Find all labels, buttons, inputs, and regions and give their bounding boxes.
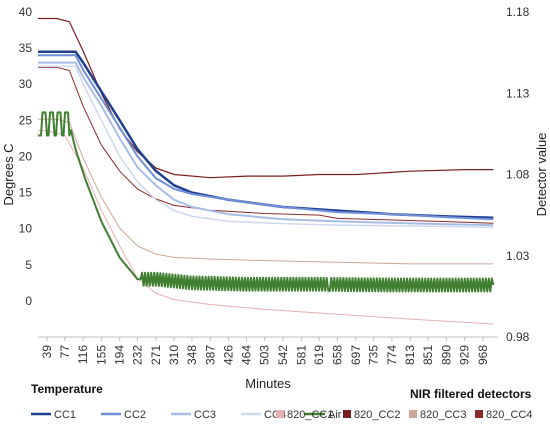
x-tick-label: 39: [40, 345, 54, 359]
x-tick-label: 464: [239, 345, 253, 365]
y-axis-left-title: Degrees C: [1, 143, 16, 205]
x-tick-label: 503: [258, 345, 272, 365]
legend-swatch: [276, 410, 284, 418]
y-right-tick-label: 1.18: [506, 5, 530, 19]
x-tick-label: 155: [94, 345, 108, 365]
y-left-tick-label: 5: [25, 258, 32, 272]
legend-label: Air: [328, 409, 342, 421]
series-layer: [38, 17, 495, 325]
x-tick-label: 581: [294, 345, 308, 365]
x-axis-title: Minutes: [245, 376, 291, 391]
x-tick-label: 890: [439, 345, 453, 365]
y-right-tick-label: 1.08: [506, 168, 530, 182]
axes-layer: 39 77 116 155 194 232 271 310 348 387 426 464 503 542…: [19, 5, 530, 365]
legend-item-air: Air: [305, 409, 342, 421]
legend-item-820-cc1: 820_CC1: [276, 409, 333, 421]
y-left-tick-label: 40: [19, 5, 33, 19]
x-tick-label: 619: [312, 345, 326, 365]
y-left-tick-label: 15: [19, 186, 33, 200]
legend-label: 820_CC3: [420, 409, 466, 421]
legend-label: 820_CC1: [287, 409, 333, 421]
legend-swatch: [409, 410, 417, 418]
legend-item-820-cc2: 820_CC2: [343, 409, 400, 421]
legend-item-cc3: CC3: [171, 409, 216, 421]
x-tick-label: 968: [476, 345, 490, 365]
series-line-820-cc2: [38, 17, 494, 179]
series-line-820-cc4: [38, 66, 494, 224]
x-tick-label: 426: [222, 345, 236, 365]
y-left-tick-label: 25: [19, 113, 33, 127]
y-right-tick-label: 0.98: [506, 330, 530, 344]
y-right-tick-label: 1.13: [506, 86, 530, 100]
series-line-820-cc3: [38, 118, 494, 265]
legend-label: 820_CC4: [486, 409, 532, 421]
legend-swatch: [475, 410, 483, 418]
series-line-air: [38, 111, 495, 293]
x-tick-label: 697: [349, 345, 363, 365]
y-left-tick-label: 30: [19, 77, 33, 91]
series-line-820-cc1: [38, 130, 494, 325]
x-tick-label: 387: [203, 345, 217, 365]
x-tick-label: 116: [76, 345, 90, 364]
x-tick-label: 735: [367, 345, 381, 365]
y-left-tick-label: 0: [25, 294, 32, 308]
series-line-cc4: [38, 65, 494, 228]
x-tick-label: 271: [149, 345, 163, 365]
legend-item-820-cc4: 820_CC4: [475, 409, 532, 421]
series-line-cc3: [38, 61, 494, 227]
legend-label: CC2: [124, 409, 146, 421]
x-tick-label: 348: [185, 345, 199, 365]
x-tick-label: 542: [276, 345, 290, 365]
x-tick-label: 774: [385, 345, 399, 365]
x-tick-label: 813: [403, 345, 417, 365]
legend-item-cc1: CC1: [31, 409, 76, 421]
x-tick-label: 194: [113, 345, 127, 365]
legend-item-820-cc3: 820_CC3: [409, 409, 466, 421]
x-tick-label: 310: [167, 345, 181, 365]
legend-label: CC3: [194, 409, 216, 421]
legend-swatch: [343, 410, 351, 418]
y-left-tick-label: 10: [19, 222, 33, 236]
legend-group-nir: NIR filtered detectors: [410, 387, 532, 401]
y-right-tick-label: 1.03: [506, 249, 530, 263]
x-tick-label: 658: [330, 345, 344, 365]
y-left-tick-label: 35: [19, 41, 33, 55]
legend-label: 820_CC2: [354, 409, 400, 421]
y-left-tick-label: 20: [19, 149, 33, 163]
x-tick-label: 77: [58, 345, 72, 359]
x-tick-label: 232: [131, 345, 145, 365]
series-line-cc1: [38, 50, 494, 220]
x-tick-label: 929: [458, 345, 472, 365]
y-axis-right-title: Detector value: [534, 133, 549, 217]
series-line-cc2: [38, 54, 494, 221]
x-tick-label: 851: [421, 345, 435, 365]
legend-group-temperature: Temperature: [31, 382, 103, 396]
legend-item-cc2: CC2: [101, 409, 146, 421]
legend-label: CC1: [54, 409, 76, 421]
